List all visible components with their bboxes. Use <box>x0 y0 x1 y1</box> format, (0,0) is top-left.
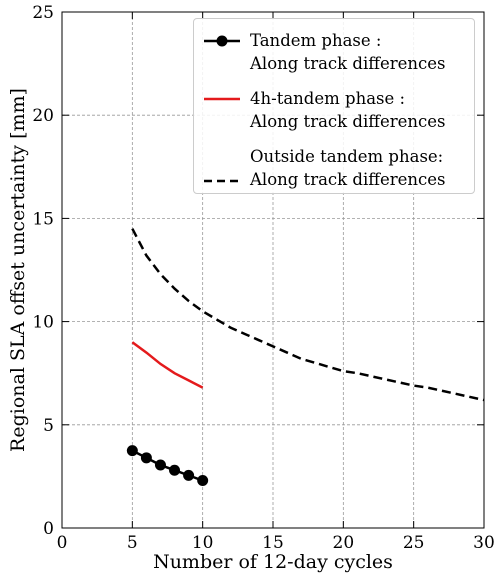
x-axis-label: Number of 12-day cycles <box>153 551 393 573</box>
x-tick-label: 0 <box>57 533 68 553</box>
x-tick-label: 5 <box>127 533 138 553</box>
y-tick-label: 10 <box>32 313 54 333</box>
marker <box>126 445 138 457</box>
legend: Tandem phase : Along track differences 4h… <box>193 18 475 194</box>
y-tick-label: 15 <box>32 209 54 229</box>
y-tick-label: 0 <box>43 519 54 539</box>
legend-label: 4h-tandem phase : Along track difference… <box>250 89 446 131</box>
marker <box>140 452 152 464</box>
x-tick-label: 25 <box>403 533 425 553</box>
x-tick-label: 15 <box>262 533 284 553</box>
marker <box>169 464 181 476</box>
marker <box>154 459 166 471</box>
y-tick-label: 20 <box>32 106 54 126</box>
series-line <box>131 228 485 402</box>
legend-handle <box>204 97 240 101</box>
x-tick-label: 30 <box>473 533 495 553</box>
legend-handle <box>204 35 240 47</box>
x-tick-label: 10 <box>192 533 214 553</box>
marker <box>183 469 195 481</box>
legend-label: Tandem phase : Along track differences <box>250 31 446 73</box>
series-line <box>131 341 204 389</box>
plot-frame <box>61 11 485 529</box>
legend-label: Outside tandem phase: Along track differ… <box>250 147 446 189</box>
y-tick-label: 25 <box>32 3 54 23</box>
y-tick-label: 5 <box>43 416 54 436</box>
x-tick-label: 20 <box>333 533 355 553</box>
legend-handle <box>204 179 240 183</box>
y-axis-label: Regional SLA offset uncertainty [mm] <box>7 88 29 452</box>
legend-marker <box>216 35 228 47</box>
marker <box>197 475 209 487</box>
